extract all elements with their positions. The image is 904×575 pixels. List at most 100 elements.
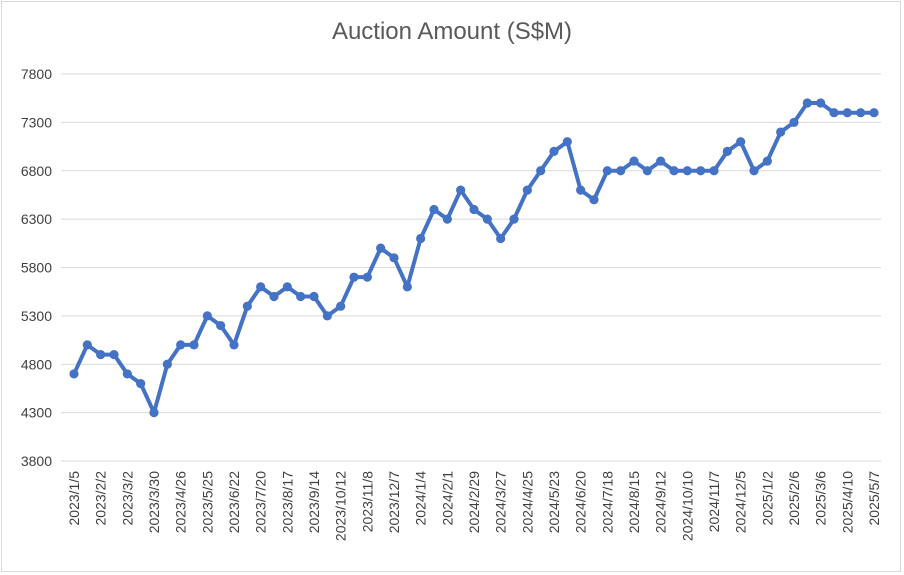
data-point (789, 117, 799, 127)
data-point (696, 166, 706, 176)
x-tick-label: 2024/9/12 (653, 471, 669, 533)
data-point (602, 166, 612, 176)
data-point (722, 146, 732, 156)
x-tick-label: 2024/12/5 (733, 471, 749, 533)
data-point (269, 291, 279, 302)
data-point (336, 301, 346, 311)
data-point (469, 204, 479, 215)
x-tick-label: 2024/2/1 (439, 471, 455, 526)
data-point (149, 408, 159, 418)
data-point (176, 340, 186, 350)
data-point (869, 108, 879, 118)
x-tick-label: 2023/10/12 (333, 471, 349, 541)
data-point (122, 369, 132, 379)
data-point (456, 185, 466, 195)
x-tick-label: 2023/8/17 (279, 471, 295, 533)
data-point (709, 166, 719, 176)
data-point (282, 282, 292, 292)
data-point (69, 369, 79, 379)
data-point (349, 272, 359, 282)
x-tick-label: 2023/1/5 (66, 471, 82, 526)
y-tick-label: 4300 (21, 405, 52, 421)
series-layer (69, 98, 879, 418)
x-tick-label: 2024/8/15 (626, 471, 642, 533)
data-point (736, 137, 746, 147)
data-point (442, 214, 452, 224)
data-point (229, 340, 239, 350)
series-line (72, 101, 876, 415)
x-tick-label: 2024/3/27 (493, 471, 509, 533)
data-point (416, 233, 426, 244)
data-point (256, 282, 266, 292)
y-tick-label: 4800 (21, 356, 52, 372)
data-point (856, 108, 866, 118)
x-tick-label: 2025/5/7 (866, 471, 882, 526)
x-tick-label: 2024/4/25 (519, 471, 535, 533)
x-tick-label: 2024/7/18 (599, 471, 615, 533)
x-tick-label: 2024/10/10 (679, 471, 695, 541)
data-point (549, 146, 559, 156)
x-tick-label: 2023/5/25 (199, 471, 215, 533)
data-point (162, 359, 172, 369)
x-tick-label: 2024/11/7 (706, 471, 722, 532)
x-tick-label: 2023/3/30 (146, 471, 162, 533)
data-point (642, 166, 652, 176)
data-point (522, 185, 532, 195)
data-point (509, 214, 519, 224)
x-tick-label: 2023/12/7 (386, 471, 402, 533)
x-tick-label: 2025/2/6 (786, 471, 802, 526)
data-point (749, 166, 759, 176)
data-point (322, 311, 332, 321)
x-axis-tick-labels: 2023/1/5 2023/2/2 2023/3/2 2023/3/30 2023/4/… (66, 471, 882, 541)
y-axis-tick-labels: 3800 4300 4800 5300 5800 6300 6800 7300 7800 (21, 66, 52, 469)
data-point (576, 185, 586, 195)
data-point (202, 311, 212, 321)
data-point (362, 272, 372, 282)
x-tick-label: 2023/6/22 (226, 471, 242, 533)
x-tick-label: 2024/5/23 (546, 471, 562, 533)
data-point (389, 253, 399, 263)
y-tick-label: 5300 (21, 308, 52, 324)
chart-title: Auction Amount (S$M) (331, 18, 573, 45)
data-point (802, 98, 812, 108)
data-point (776, 127, 786, 137)
y-tick-label: 6300 (21, 211, 52, 227)
data-point (829, 108, 839, 118)
x-tick-label: 2023/9/14 (306, 471, 322, 533)
data-point (216, 320, 226, 331)
x-tick-label: 2023/2/2 (93, 471, 109, 526)
data-point (629, 156, 639, 166)
data-point (842, 108, 852, 118)
y-tick-label: 7800 (21, 66, 52, 82)
y-tick-label: 3800 (21, 453, 52, 469)
data-point (296, 291, 306, 302)
y-tick-label: 7300 (21, 114, 52, 130)
data-point (656, 156, 666, 166)
gridlines (61, 73, 881, 462)
y-tick-label: 6800 (21, 163, 52, 179)
data-point (682, 166, 692, 176)
y-tick-label: 5800 (21, 260, 52, 276)
x-tick-label: 2025/4/10 (839, 471, 855, 533)
x-tick-label: 2025/1/2 (759, 471, 775, 526)
data-point (429, 204, 439, 215)
data-point (96, 349, 106, 360)
data-point (562, 137, 572, 147)
x-tick-label: 2024/2/29 (466, 471, 482, 533)
data-point (242, 301, 252, 311)
data-point (376, 243, 386, 253)
data-point (189, 340, 199, 350)
data-point (536, 166, 546, 176)
data-point (496, 233, 506, 244)
x-tick-label: 2025/3/6 (813, 471, 829, 526)
data-point (816, 98, 826, 108)
data-point (762, 156, 772, 166)
data-point (616, 166, 626, 176)
data-point (402, 282, 412, 292)
x-tick-label: 2023/4/26 (173, 471, 189, 533)
x-tick-label: 2023/11/8 (359, 471, 375, 532)
x-tick-label: 2023/3/2 (119, 471, 135, 526)
data-point (109, 349, 119, 360)
